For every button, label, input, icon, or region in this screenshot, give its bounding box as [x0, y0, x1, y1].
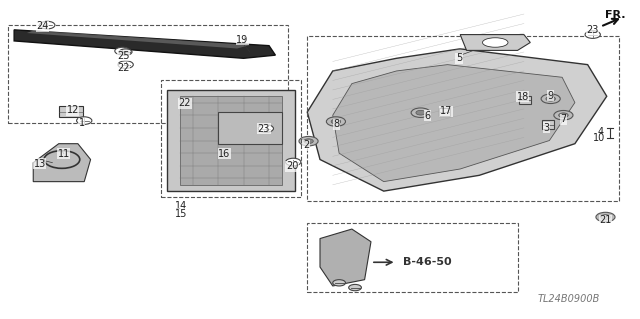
Circle shape [258, 125, 273, 132]
Text: 12: 12 [67, 105, 79, 115]
Bar [161, 80, 301, 197]
Polygon shape [33, 144, 91, 182]
Circle shape [40, 21, 55, 29]
Bar [541, 120, 554, 129]
Text: 4: 4 [597, 127, 604, 137]
Circle shape [118, 61, 133, 69]
Circle shape [546, 96, 556, 101]
Circle shape [115, 47, 130, 55]
Text: 6: 6 [424, 111, 430, 121]
Text: 16: 16 [218, 149, 230, 159]
Text: 18: 18 [516, 92, 529, 102]
Polygon shape [307, 49, 607, 191]
Bar [307, 36, 620, 201]
Polygon shape [460, 34, 531, 50]
Text: 25: 25 [118, 51, 130, 61]
Circle shape [416, 110, 426, 115]
Polygon shape [333, 65, 575, 182]
Circle shape [299, 137, 318, 146]
Text: 8: 8 [333, 119, 340, 129]
Polygon shape [320, 229, 371, 286]
Text: 3: 3 [543, 123, 549, 133]
Text: 9: 9 [548, 91, 554, 100]
Circle shape [541, 94, 560, 104]
Bar [59, 106, 83, 117]
Text: 21: 21 [599, 215, 612, 225]
Circle shape [77, 117, 92, 124]
Circle shape [601, 215, 611, 219]
Text: 20: 20 [286, 161, 298, 171]
Text: 24: 24 [36, 21, 49, 31]
Circle shape [331, 119, 340, 124]
Polygon shape [180, 96, 282, 185]
Circle shape [333, 280, 346, 286]
Text: 13: 13 [33, 159, 45, 169]
Polygon shape [14, 30, 275, 58]
Ellipse shape [483, 38, 508, 47]
Circle shape [285, 158, 301, 166]
Text: 10: 10 [593, 133, 605, 143]
Circle shape [349, 285, 362, 291]
Text: 14: 14 [175, 201, 188, 211]
Text: 2: 2 [303, 140, 309, 150]
Text: 15: 15 [175, 209, 188, 219]
Bar [307, 223, 518, 292]
Text: 7: 7 [560, 114, 566, 124]
Circle shape [304, 139, 314, 144]
Circle shape [559, 113, 568, 118]
Bar [438, 108, 450, 116]
Text: 1: 1 [79, 118, 84, 129]
Circle shape [326, 117, 346, 126]
Bar [520, 96, 531, 104]
Bar [218, 112, 282, 144]
Text: 23: 23 [586, 26, 599, 35]
Circle shape [585, 31, 600, 38]
Text: 17: 17 [440, 107, 452, 116]
Circle shape [596, 212, 615, 222]
Text: 22: 22 [118, 63, 130, 73]
Circle shape [554, 110, 573, 120]
Text: FR.: FR. [605, 10, 625, 20]
Circle shape [119, 49, 132, 55]
Text: 11: 11 [58, 149, 70, 159]
Text: 22: 22 [179, 98, 191, 108]
Bar [8, 25, 288, 123]
Polygon shape [27, 31, 250, 48]
Polygon shape [167, 90, 294, 191]
Text: 23: 23 [258, 123, 270, 134]
Text: TL24B0900B: TL24B0900B [538, 294, 600, 304]
Circle shape [411, 108, 430, 117]
Text: B-46-50: B-46-50 [403, 257, 451, 267]
Text: 5: 5 [456, 53, 462, 63]
Text: 19: 19 [236, 35, 248, 45]
